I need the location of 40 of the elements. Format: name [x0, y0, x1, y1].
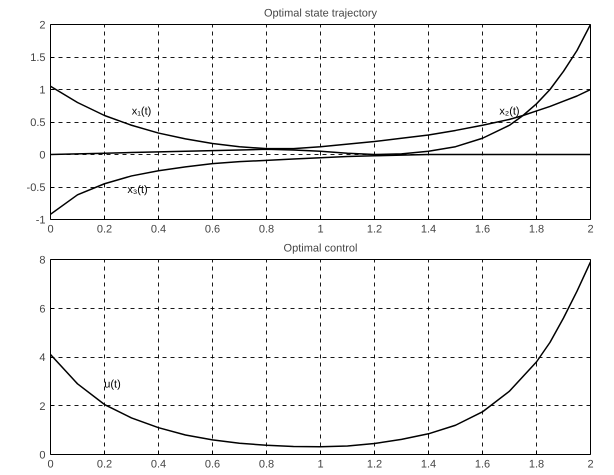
x-tick-label: 0	[47, 224, 54, 236]
x-tick-label: 0.8	[258, 458, 274, 470]
x-tick-label: 1.2	[366, 224, 382, 236]
x-tick-label: 1.4	[420, 224, 436, 236]
x-tick-label: 2	[587, 224, 594, 236]
y-tick-label: -1	[36, 214, 46, 226]
x-tick-label: 1	[317, 458, 324, 470]
y-tick-label: 0	[39, 450, 46, 462]
x-tick-label: 0.6	[204, 224, 220, 236]
y-tick-label: 2	[39, 20, 46, 32]
x-tick-label: 0.8	[258, 224, 274, 236]
x-tick-label: 1.8	[528, 224, 544, 236]
x-tick-label: 1.4	[420, 458, 436, 470]
series-label: x₃(t)	[127, 184, 148, 196]
y-tick-label: -0.5	[26, 182, 46, 194]
y-tick-label: 0.5	[30, 117, 46, 129]
x-tick-label: 1	[317, 224, 324, 236]
chart-title: Optimal control	[284, 242, 358, 254]
x-tick-label: 0.2	[96, 458, 112, 470]
y-tick-label: 2	[39, 400, 46, 413]
y-tick-label: 8	[39, 254, 46, 266]
x-tick-label: 1.6	[474, 224, 490, 236]
y-tick-label: 6	[39, 303, 46, 316]
x-tick-label: 0.2	[96, 224, 112, 236]
x-tick-label: 0	[47, 458, 54, 470]
x-tick-label: 0.6	[204, 458, 220, 470]
chart-title: Optimal state trajectory	[264, 8, 378, 20]
x-tick-label: 0.4	[150, 458, 166, 470]
y-tick-label: 1.5	[30, 52, 46, 64]
series-label: x₂(t)	[499, 105, 520, 118]
x-tick-label: 2	[587, 458, 594, 470]
x-tick-label: 0.4	[150, 224, 166, 236]
x-tick-label: 1.2	[366, 458, 382, 470]
y-tick-label: 0	[39, 150, 46, 162]
x-tick-label: 1.8	[528, 458, 544, 470]
series-label: x₁(t)	[132, 105, 152, 118]
y-tick-label: 1	[39, 84, 46, 96]
x-tick-label: 1.6	[474, 458, 490, 470]
series-label: u(t)	[104, 378, 121, 391]
y-tick-label: 4	[39, 352, 46, 364]
